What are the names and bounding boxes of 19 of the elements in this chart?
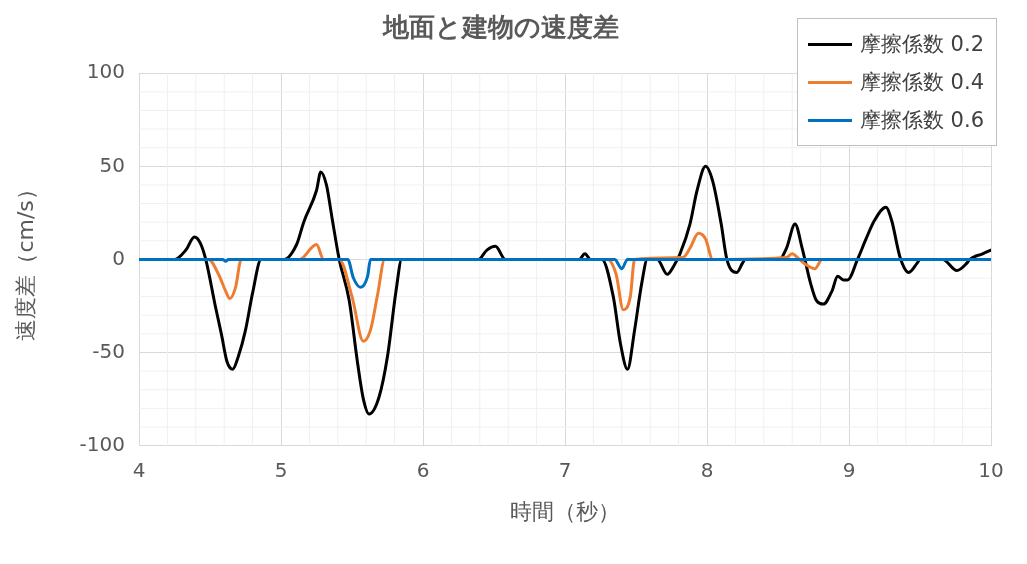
- x-tick-label: 8: [700, 457, 714, 482]
- legend-label: 摩擦係数 0.4: [859, 69, 984, 96]
- y-tick-label: 50: [99, 152, 125, 177]
- y-axis-title: 速度差（cm/s）: [12, 178, 38, 341]
- y-tick-label: 100: [86, 59, 125, 84]
- line-series: [139, 257, 991, 289]
- x-tick-label: 7: [558, 457, 572, 482]
- x-tick-label: 4: [132, 457, 146, 482]
- x-tick-label: 6: [416, 457, 430, 482]
- x-axis-title: 時間（秒）: [510, 498, 620, 524]
- x-tick-label: 9: [842, 457, 856, 482]
- legend-label: 摩擦係数 0.2: [859, 31, 984, 58]
- legend-label: 摩擦係数 0.6: [859, 107, 984, 134]
- y-tick-label: 0: [112, 245, 125, 270]
- y-tick-label: -50: [92, 338, 125, 363]
- x-tick-label: 5: [274, 457, 288, 482]
- y-tick-label: -100: [79, 431, 125, 456]
- x-tick-label: 10: [978, 457, 1004, 482]
- chart-title: 地面と建物の速度差: [381, 12, 619, 43]
